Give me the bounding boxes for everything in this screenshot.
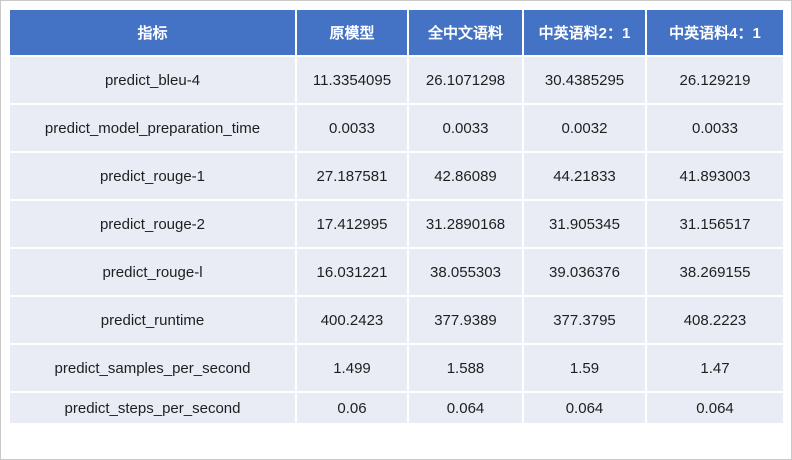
table-header-row: 指标 原模型 全中文语料 中英语料2：1 中英语料4：1 [8, 8, 785, 57]
metric-value-cell: 400.2423 [295, 295, 409, 345]
metric-value-cell: 0.0033 [645, 103, 785, 153]
table-row: predict_rouge-1 27.187581 42.86089 44.21833… [8, 151, 785, 201]
metric-value-cell: 377.3795 [522, 295, 647, 345]
table-row: predict_bleu-4 11.3354095 26.1071298 30.438… [8, 55, 785, 105]
metric-value-cell: 0.06 [295, 391, 409, 425]
metric-name-cell: predict_bleu-4 [8, 55, 297, 105]
metric-name-cell: predict_samples_per_second [8, 343, 297, 393]
metric-value-cell: 11.3354095 [295, 55, 409, 105]
table-head: 指标 原模型 全中文语料 中英语料2：1 中英语料4：1 [8, 8, 785, 57]
metric-value-cell: 44.21833 [522, 151, 647, 201]
metric-value-cell: 17.412995 [295, 199, 409, 249]
metric-value-cell: 377.9389 [407, 295, 524, 345]
table-row: predict_rouge-2 17.412995 31.2890168 31.905… [8, 199, 785, 249]
metric-name-cell: predict_rouge-2 [8, 199, 297, 249]
metric-value-cell: 1.47 [645, 343, 785, 393]
metric-value-cell: 0.0033 [407, 103, 524, 153]
metric-name-cell: predict_runtime [8, 295, 297, 345]
column-header-metric: 指标 [8, 8, 297, 57]
table-body: predict_bleu-4 11.3354095 26.1071298 30.438… [8, 55, 785, 425]
metric-value-cell: 0.0032 [522, 103, 647, 153]
metric-value-cell: 0.0033 [295, 103, 409, 153]
metric-value-cell: 31.156517 [645, 199, 785, 249]
table-row: predict_rouge-l 16.031221 38.055303 39.0363… [8, 247, 785, 297]
metric-value-cell: 39.036376 [522, 247, 647, 297]
metric-value-cell: 16.031221 [295, 247, 409, 297]
column-header: 原模型 [295, 8, 409, 57]
metric-value-cell: 38.055303 [407, 247, 524, 297]
table-row: predict_samples_per_second 1.499 1.588 1.59… [8, 343, 785, 393]
metric-value-cell: 1.59 [522, 343, 647, 393]
table-row: predict_model_preparation_time 0.0033 0.00… [8, 103, 785, 153]
metric-value-cell: 42.86089 [407, 151, 524, 201]
metric-name-cell: predict_rouge-1 [8, 151, 297, 201]
metric-name-cell: predict_rouge-l [8, 247, 297, 297]
metric-value-cell: 30.4385295 [522, 55, 647, 105]
metrics-table: 指标 原模型 全中文语料 中英语料2：1 中英语料4：1 predict_bleu-4 1… [8, 8, 785, 425]
metric-value-cell: 1.499 [295, 343, 409, 393]
metric-value-cell: 1.588 [407, 343, 524, 393]
table-row: predict_runtime 400.2423 377.9389 377.3795 4… [8, 295, 785, 345]
metric-name-cell: predict_steps_per_second [8, 391, 297, 425]
metric-value-cell: 0.064 [407, 391, 524, 425]
metric-name-cell: predict_model_preparation_time [8, 103, 297, 153]
metric-value-cell: 27.187581 [295, 151, 409, 201]
metric-value-cell: 26.129219 [645, 55, 785, 105]
metric-value-cell: 0.064 [522, 391, 647, 425]
metric-value-cell: 31.905345 [522, 199, 647, 249]
table-row: predict_steps_per_second 0.06 0.064 0.064 0.… [8, 391, 785, 425]
column-header: 中英语料2：1 [522, 8, 647, 57]
column-header: 全中文语料 [407, 8, 524, 57]
metric-value-cell: 26.1071298 [407, 55, 524, 105]
metric-value-cell: 41.893003 [645, 151, 785, 201]
column-header: 中英语料4：1 [645, 8, 785, 57]
metric-value-cell: 408.2223 [645, 295, 785, 345]
metric-value-cell: 38.269155 [645, 247, 785, 297]
metric-value-cell: 31.2890168 [407, 199, 524, 249]
metric-value-cell: 0.064 [645, 391, 785, 425]
